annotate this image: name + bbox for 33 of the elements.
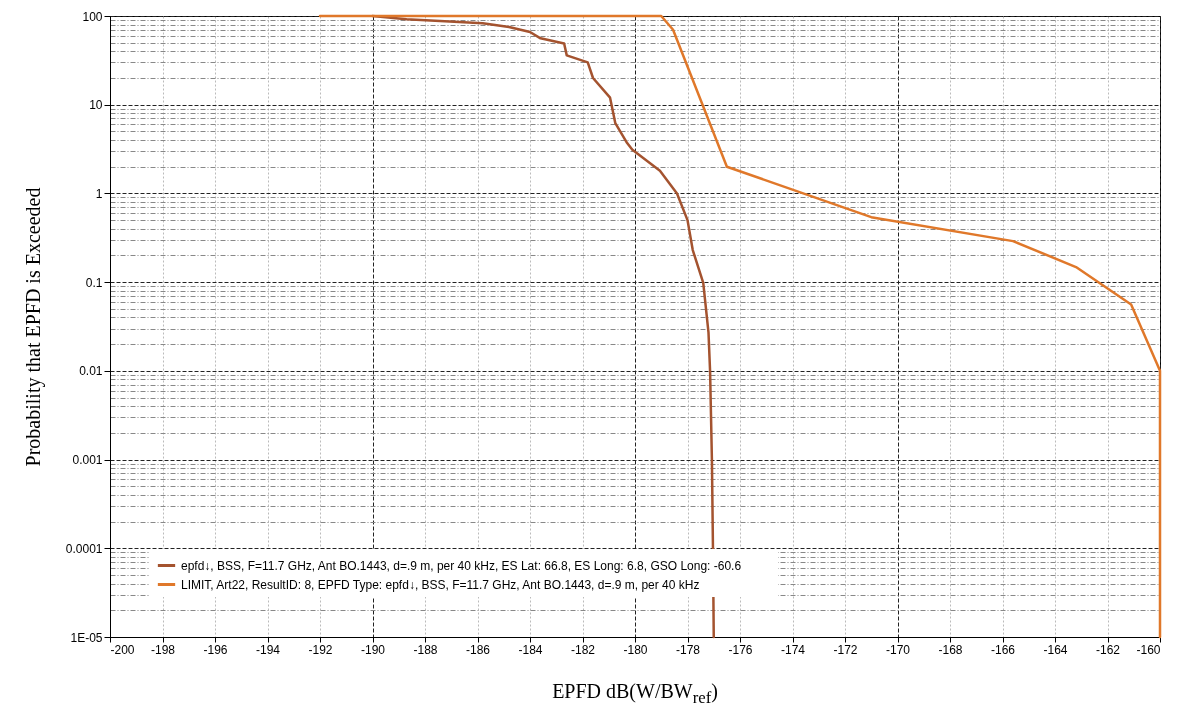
x-tick-label: -166	[990, 642, 1016, 657]
y-tick-label: 10	[89, 98, 103, 113]
x-tick-label: -170	[885, 642, 911, 657]
x-tick-label: -188	[413, 642, 438, 657]
x-tick-label: -164	[1043, 642, 1068, 657]
y-tick-label: 0.0001	[65, 541, 103, 556]
y-tick-label: 0.001	[72, 453, 103, 468]
x-tick-label: -192	[308, 642, 333, 657]
y-axis-title: Probability that EPFD is Exceeded	[21, 187, 45, 467]
x-tick-label: -178	[675, 642, 701, 657]
x-tick-label: -198	[150, 642, 176, 657]
legend-label: LIMIT, Art22, ResultID: 8, EPFD Type: epfd↓, BSS, F=11.7 GHz, Ant BO.1443, d=.9 m, per 40 kHz	[181, 577, 700, 592]
x-tick-label: -172	[833, 642, 858, 657]
y-tick-label: 1E-05	[70, 630, 103, 645]
x-tick-label: -184	[518, 642, 543, 657]
x-tick-label: -176	[728, 642, 753, 657]
y-tick-label: 1	[95, 186, 103, 201]
x-tick-label: -186	[465, 642, 491, 657]
x-tick-label: -200	[110, 642, 135, 657]
x-tick-label: -180	[623, 642, 648, 657]
x-tick-label: -182	[570, 642, 596, 657]
y-tick-label: 100	[82, 9, 103, 24]
y-tick-label: 0.1	[85, 275, 103, 290]
x-axis-title: EPFD dB(W/BW$_{ref}$)	[551, 680, 719, 708]
x-tick-label: -194	[255, 642, 281, 657]
y-tick-label: 0.01	[79, 364, 103, 379]
x-tick-label: -162	[1095, 642, 1121, 657]
x-tick-label: -168	[938, 642, 963, 657]
x-tick-label: -174	[780, 642, 806, 657]
x-tick-label: -196	[203, 642, 228, 657]
legend-label: epfd↓, BSS, F=11.7 GHz, Ant BO.1443, d=.9 m, per 40 kHz, ES Lat: 66.8, ES Long: 6.8, GSO Long: -60.6	[181, 558, 742, 573]
x-tick-label: -160	[1136, 642, 1161, 657]
x-tick-label: -190	[360, 642, 386, 657]
